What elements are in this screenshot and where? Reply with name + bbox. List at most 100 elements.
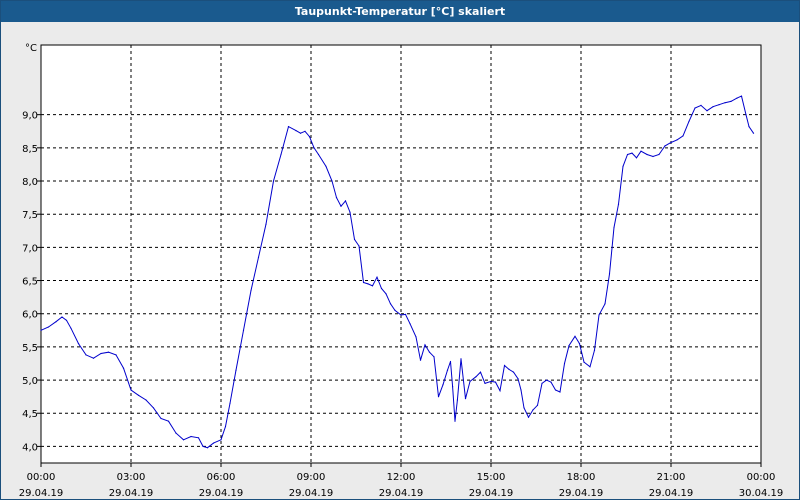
data-point bbox=[508, 368, 510, 370]
y-tick-label: 7,0 bbox=[22, 243, 38, 254]
data-point bbox=[212, 442, 215, 444]
data-point bbox=[344, 200, 347, 202]
data-point bbox=[563, 362, 566, 365]
data-point bbox=[700, 104, 702, 106]
data-point bbox=[424, 344, 426, 346]
data-point bbox=[415, 336, 417, 338]
data-point bbox=[65, 319, 68, 321]
data-point bbox=[706, 110, 708, 112]
data-point bbox=[694, 107, 696, 109]
data-point bbox=[122, 367, 125, 369]
data-point bbox=[664, 145, 666, 147]
data-point bbox=[404, 313, 407, 315]
data-point bbox=[107, 351, 110, 353]
data-point bbox=[456, 399, 458, 401]
data-point bbox=[740, 95, 743, 97]
data-point bbox=[613, 226, 615, 229]
data-point bbox=[658, 153, 660, 156]
y-tick-label: 7,5 bbox=[22, 210, 38, 221]
data-point bbox=[40, 329, 42, 331]
data-point bbox=[340, 205, 342, 207]
data-point bbox=[92, 357, 95, 359]
x-tick-date-label: 30.04.19 bbox=[739, 488, 784, 499]
data-point bbox=[152, 407, 155, 409]
data-point bbox=[622, 165, 624, 167]
x-tick-time-label: 21:00 bbox=[657, 472, 686, 483]
data-point bbox=[160, 417, 162, 420]
x-tick-date-label: 29.04.19 bbox=[109, 488, 154, 499]
data-point bbox=[446, 369, 449, 371]
data-point bbox=[490, 380, 492, 382]
x-tick-time-label: 12:00 bbox=[387, 472, 416, 483]
data-point bbox=[202, 445, 204, 447]
x-tick-time-label: 03:00 bbox=[117, 472, 146, 483]
series-layer bbox=[40, 95, 755, 449]
x-tick-time-label: 00:00 bbox=[27, 472, 56, 483]
data-point bbox=[598, 314, 600, 316]
data-point bbox=[389, 303, 392, 305]
data-point bbox=[593, 349, 596, 351]
data-point bbox=[287, 126, 290, 128]
data-point bbox=[604, 303, 606, 305]
data-point bbox=[712, 106, 714, 108]
data-point bbox=[257, 256, 260, 258]
data-point bbox=[295, 130, 297, 132]
data-point bbox=[617, 203, 620, 205]
data-point bbox=[400, 314, 402, 316]
data-point bbox=[235, 369, 237, 371]
data-point bbox=[532, 409, 534, 411]
data-point bbox=[554, 389, 557, 391]
data-point bbox=[317, 153, 320, 156]
data-point bbox=[115, 354, 117, 356]
chart-title: Taupunkt-Temperatur [°C] skaliert bbox=[1, 1, 799, 22]
data-point bbox=[730, 100, 732, 102]
data-point bbox=[479, 371, 482, 373]
data-point bbox=[724, 102, 726, 104]
y-tick-label: 4,0 bbox=[22, 442, 38, 453]
data-point bbox=[469, 380, 471, 382]
data-point bbox=[752, 132, 755, 134]
data-point bbox=[47, 326, 50, 328]
data-point bbox=[536, 404, 539, 406]
data-point bbox=[652, 155, 654, 158]
y-tick-label: 9,0 bbox=[22, 111, 38, 122]
data-point bbox=[77, 343, 80, 345]
data-point bbox=[464, 398, 467, 400]
data-point bbox=[499, 390, 501, 392]
data-point bbox=[748, 126, 750, 128]
data-point bbox=[137, 394, 140, 396]
x-tick-date-label: 29.04.19 bbox=[649, 488, 694, 499]
x-tick-date-label: 29.04.19 bbox=[289, 488, 334, 499]
data-point bbox=[85, 354, 87, 356]
data-point bbox=[376, 276, 378, 278]
data-point bbox=[385, 293, 387, 295]
y-tick-label: 5,5 bbox=[22, 343, 38, 354]
data-point bbox=[242, 329, 245, 331]
y-tick-label: 4,5 bbox=[22, 409, 38, 420]
data-point bbox=[325, 165, 327, 167]
data-point bbox=[454, 420, 456, 422]
data-point bbox=[250, 289, 252, 292]
data-point bbox=[145, 399, 147, 401]
data-point bbox=[313, 147, 315, 149]
data-point bbox=[349, 211, 351, 213]
data-point bbox=[308, 136, 311, 138]
data-point bbox=[304, 130, 306, 132]
data-point bbox=[442, 384, 444, 386]
y-tick-label: 5,0 bbox=[22, 376, 38, 387]
x-tick-date-label: 29.04.19 bbox=[469, 488, 514, 499]
data-point bbox=[589, 366, 591, 368]
data-point bbox=[130, 389, 132, 391]
data-point bbox=[220, 439, 222, 441]
data-point bbox=[100, 352, 102, 355]
x-tick-date-label: 29.04.19 bbox=[19, 488, 64, 499]
data-point bbox=[635, 157, 638, 159]
data-point bbox=[182, 439, 185, 441]
data-point bbox=[631, 152, 633, 154]
data-point bbox=[517, 378, 519, 380]
data-point bbox=[718, 104, 720, 106]
x-tick-time-label: 00:00 bbox=[747, 472, 776, 483]
x-tick-time-label: 09:00 bbox=[297, 472, 326, 483]
data-point bbox=[367, 283, 369, 285]
